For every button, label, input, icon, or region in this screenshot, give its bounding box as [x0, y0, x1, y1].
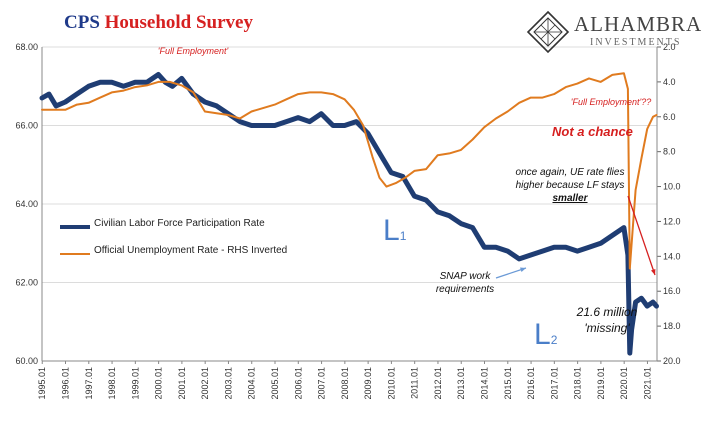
axes-layer: 60.00 62.00 64.00 66.00 68.00 2.0 4.0 6.0 8.0 10.… [15, 42, 680, 400]
left-tick-label: 62.00 [15, 278, 38, 288]
right-tick-label: 2.0 [663, 42, 676, 52]
annotation-ue-note-line-2: higher because LF stays [515, 180, 625, 191]
x-tick-label: 2017.01 [549, 367, 559, 400]
x-tick-label: 2004.01 [247, 367, 257, 400]
x-tick-label: 1999.01 [130, 367, 140, 400]
x-tick-label: 2011.01 [410, 367, 420, 399]
annotation-ue-note: once again, UE rate flies higher because… [500, 166, 640, 205]
x-tick-label: 2012.01 [433, 367, 443, 400]
x-tick-label: 2020.01 [619, 367, 629, 400]
x-tick-label: 2016.01 [526, 367, 536, 400]
legend-swatch-lfpr [60, 225, 90, 229]
annotation-full-employment-q-text: 'Full Employment'?? [570, 97, 652, 107]
annotation-missing: 21.6 million 'missing' [562, 304, 652, 336]
chart-title: CPS Household Survey [64, 12, 253, 34]
x-tick-label: 1995.01 [37, 367, 47, 400]
right-tick-label: 20.0 [663, 356, 681, 366]
annotation-l1-subscript: 1 [399, 229, 407, 243]
legend-label-lfpr: Civilian Labor Force Participation Rate [94, 218, 265, 229]
logo-name: ALHAMBRA [574, 12, 703, 36]
x-tick-label: 2006.01 [293, 367, 303, 400]
alhambra-logo: ALHAMBRA INVESTMENTS [526, 10, 701, 54]
series-lfpr-line [39, 72, 659, 356]
x-tick-label: 2009.01 [363, 367, 373, 400]
annotation-missing-line-2: 'missing' [584, 321, 630, 335]
ue-note-arrow-head [651, 269, 656, 275]
x-tick-label: 2010.01 [386, 367, 396, 400]
annotation-l2-letter: L [534, 318, 551, 351]
left-tick-label: 66.00 [15, 121, 38, 131]
x-tick-label: 2008.01 [340, 367, 350, 400]
right-tick-label: 6.0 [663, 112, 676, 122]
annotation-snap-line-1: SNAP work [439, 271, 491, 282]
title-part-1: CPS [64, 12, 100, 33]
annotation-arrows [495, 195, 656, 279]
annotation-l1: L1 [383, 214, 406, 248]
ue-note-arrow [627, 195, 656, 276]
snap-arrow-head [520, 267, 526, 272]
x-tick-label: 2002.01 [200, 367, 210, 400]
right-tick-label: 14.0 [663, 251, 681, 261]
x-tick-label: 2003.01 [223, 367, 233, 400]
annotation-full-employment-text: 'Full Employment' [157, 46, 229, 56]
x-tick-label: 2013.01 [456, 367, 466, 400]
left-tick-label: 64.00 [15, 199, 38, 209]
left-tick-label: 68.00 [15, 42, 38, 52]
right-tick-label: 10.0 [663, 182, 681, 192]
legend-label-unemployment: Official Unemployment Rate - RHS Inverte… [94, 245, 288, 256]
x-tick-label: 2021.01 [642, 367, 652, 400]
x-tick-label: 2000.01 [154, 367, 164, 400]
x-tick-label: 2001.01 [177, 367, 187, 400]
annotation-not-a-chance-text: Not a chance [552, 124, 633, 139]
annotation-not-a-chance: Not a chance [552, 124, 633, 139]
annotation-ue-note-line-1: once again, UE rate flies [515, 167, 625, 178]
legend-swatch-unemployment [60, 253, 90, 255]
series-layer [39, 72, 659, 356]
right-tick-label: 4.0 [663, 77, 676, 87]
annotation-ue-note-line-3: smaller [552, 193, 588, 204]
right-tick-label: 18.0 [663, 321, 681, 331]
x-tick-label: 2018.01 [573, 367, 583, 400]
x-tick-label: 2007.01 [317, 367, 327, 400]
x-tick-label: 2015.01 [503, 367, 513, 400]
annotation-l2: L2 [534, 318, 557, 352]
title-part-2: Household Survey [104, 12, 253, 33]
series-unemployment-line [41, 72, 658, 270]
right-tick-label: 16.0 [663, 286, 681, 296]
x-tick-label: 2014.01 [480, 367, 490, 400]
x-tick-label: 1997.01 [84, 367, 94, 400]
annotation-full-employment: 'Full Employment' [148, 46, 238, 57]
logo-sub: INVESTMENTS [590, 37, 682, 48]
annotation-snap: SNAP work requirements [420, 270, 510, 296]
annotation-l1-letter: L [383, 214, 400, 247]
annotation-snap-line-2: requirements [435, 284, 495, 295]
right-tick-label: 8.0 [663, 147, 676, 157]
right-tick-label: 12.0 [663, 216, 681, 226]
x-tick-label: 1998.01 [107, 367, 117, 400]
annotation-l2-subscript: 2 [550, 333, 558, 347]
diamond-logo-icon [526, 10, 570, 54]
left-tick-label: 60.00 [15, 356, 38, 366]
annotation-missing-line-1: 21.6 million [576, 305, 638, 319]
x-tick-label: 2019.01 [596, 367, 606, 400]
x-tick-label: 1996.01 [61, 367, 71, 400]
x-tick-label: 2005.01 [270, 367, 280, 400]
annotation-full-employment-q: 'Full Employment'?? [566, 97, 656, 108]
